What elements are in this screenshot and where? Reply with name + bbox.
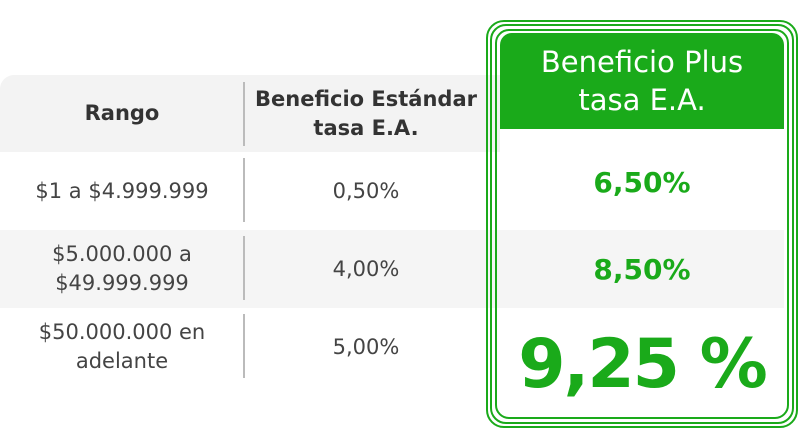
plus-header: Beneficio Plus tasa E.A. [540,45,744,117]
divider [243,314,245,378]
middle-border [490,24,794,424]
divider [243,158,245,222]
plus-cell: 8,50% [593,252,691,286]
plus-header-bg [500,33,784,129]
cell: $5.000.000 a $49.999.999 [52,242,192,295]
outer-border [486,20,798,428]
cell: 4,00% [332,256,400,281]
plus-cell: 6,50% [593,165,691,199]
cell: 0,50% [332,178,400,203]
plus-card [500,33,784,411]
row-band [0,230,500,308]
header-band [0,75,500,152]
plus-row-band [500,230,784,308]
cell: $1 a $4.999.999 [35,178,209,203]
divider [243,82,245,146]
divider [243,236,245,300]
plus-cell-highlight: 9,25 % [518,324,768,404]
header-cell: Rango [84,101,160,125]
cell: $50.000.000 en adelante [38,320,206,373]
header-cell: Beneficio Estándar tasa E.A. [255,86,477,140]
cell: 5,00% [332,334,400,359]
inner-border [495,29,789,419]
